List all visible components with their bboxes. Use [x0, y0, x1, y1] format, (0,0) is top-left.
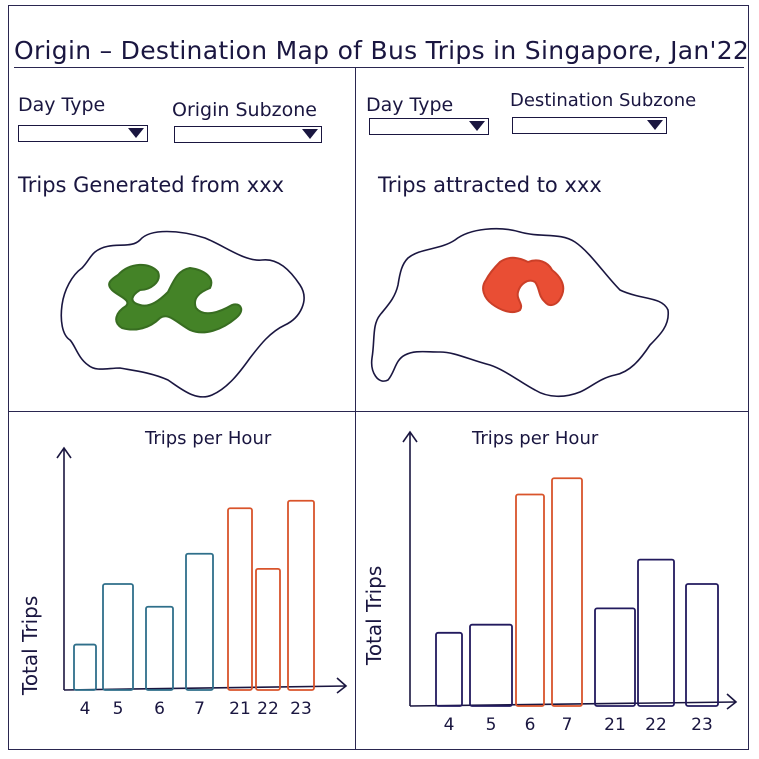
- tick-label-23: 23: [691, 715, 713, 735]
- chevron-down-icon: [647, 120, 663, 130]
- tick-label-22: 22: [645, 715, 667, 735]
- chevron-down-icon: [128, 128, 144, 138]
- bar-21: [227, 507, 253, 691]
- tick-label-21: 21: [604, 715, 626, 735]
- bar-23: [685, 583, 719, 707]
- tick-label-7: 7: [562, 715, 573, 735]
- bar-4: [435, 631, 463, 707]
- title-divider: [14, 67, 744, 68]
- tick-label-5: 5: [113, 699, 124, 719]
- x-axis-arrow: [726, 693, 738, 710]
- bar-22: [637, 558, 675, 707]
- destination-subzone-dropdown[interactable]: [512, 117, 667, 134]
- tick-label-4: 4: [80, 699, 91, 719]
- tick-label-23: 23: [290, 699, 312, 719]
- panel-divider-horizontal: [8, 411, 749, 412]
- bar-7: [551, 477, 583, 707]
- singapore-outline-left: [60, 230, 305, 398]
- tick-label-21: 21: [229, 699, 251, 719]
- origin-subzone-highlight: [108, 263, 243, 334]
- x-axis: [409, 701, 737, 707]
- singapore-outline-right: [370, 227, 670, 398]
- tick-label-5: 5: [486, 715, 497, 735]
- bar-4: [73, 643, 97, 691]
- y-axis-arrow: [402, 430, 418, 443]
- left-chart-title: Trips per Hour: [145, 428, 272, 449]
- destination-subzone-highlight: [482, 256, 565, 314]
- origin-map-title: Trips Generated from xxx: [18, 173, 285, 197]
- tick-label-6: 6: [154, 699, 165, 719]
- bar-5: [102, 583, 134, 691]
- chevron-down-icon: [469, 121, 485, 131]
- day-type-dropdown-left[interactable]: [18, 125, 148, 142]
- day-type-dropdown-right[interactable]: [369, 118, 489, 135]
- app-frame: [8, 5, 749, 750]
- bar-22: [255, 567, 281, 691]
- day-type-label-right: Day Type: [366, 94, 454, 116]
- panel-divider-vertical: [355, 67, 356, 750]
- bar-21: [594, 607, 636, 707]
- origin-subzone-label: Origin Subzone: [172, 99, 317, 121]
- origin-subzone-dropdown[interactable]: [174, 126, 322, 143]
- tick-label-6: 6: [525, 715, 536, 735]
- bar-6: [515, 493, 545, 707]
- x-axis-arrow: [336, 677, 348, 694]
- chevron-down-icon: [302, 129, 318, 139]
- bar-5: [469, 623, 513, 707]
- tick-label-7: 7: [194, 699, 205, 719]
- y-axis-arrow: [56, 446, 72, 459]
- page-title: Origin – Destination Map of Bus Trips in…: [14, 36, 750, 65]
- destination-subzone-label: Destination Subzone: [510, 90, 697, 111]
- day-type-label-left: Day Type: [18, 94, 106, 116]
- bar-7: [185, 552, 214, 691]
- tick-label-4: 4: [444, 715, 455, 735]
- bar-6: [145, 605, 174, 691]
- bar-23: [287, 499, 315, 691]
- right-chart-title: Trips per Hour: [472, 428, 599, 449]
- tick-label-22: 22: [257, 699, 279, 719]
- destination-map-title: Trips attracted to xxx: [378, 173, 602, 197]
